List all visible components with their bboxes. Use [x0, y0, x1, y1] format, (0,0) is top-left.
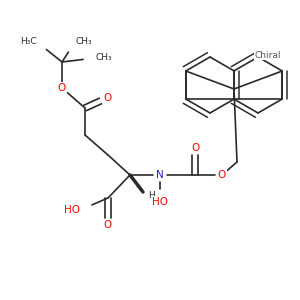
Text: O: O [103, 93, 111, 103]
Text: O: O [218, 170, 226, 180]
Text: H₃C: H₃C [20, 38, 37, 46]
Text: O: O [104, 220, 112, 230]
Text: Chiral: Chiral [255, 50, 281, 59]
Text: H: H [148, 190, 155, 200]
Text: O: O [58, 83, 66, 93]
Text: O: O [191, 143, 199, 153]
Text: HO: HO [152, 197, 168, 207]
Text: CH₃: CH₃ [95, 53, 112, 62]
Text: CH₃: CH₃ [75, 38, 92, 46]
Text: HO: HO [64, 205, 80, 215]
Text: N: N [156, 170, 164, 180]
